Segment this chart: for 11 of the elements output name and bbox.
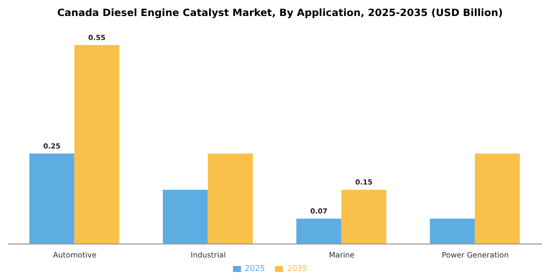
bar xyxy=(430,218,475,244)
bar xyxy=(208,154,253,244)
bar xyxy=(341,190,386,244)
bar xyxy=(162,190,208,244)
legend-label: 2025 xyxy=(244,264,265,273)
bar xyxy=(296,218,342,244)
bar xyxy=(474,154,520,244)
legend-label: 2035 xyxy=(287,264,308,273)
bar xyxy=(74,45,120,244)
chart-title: Canada Diesel Engine Catalyst Market, By Application, 2025-2035 (USD Billion) xyxy=(56,8,504,19)
bar xyxy=(29,154,74,244)
